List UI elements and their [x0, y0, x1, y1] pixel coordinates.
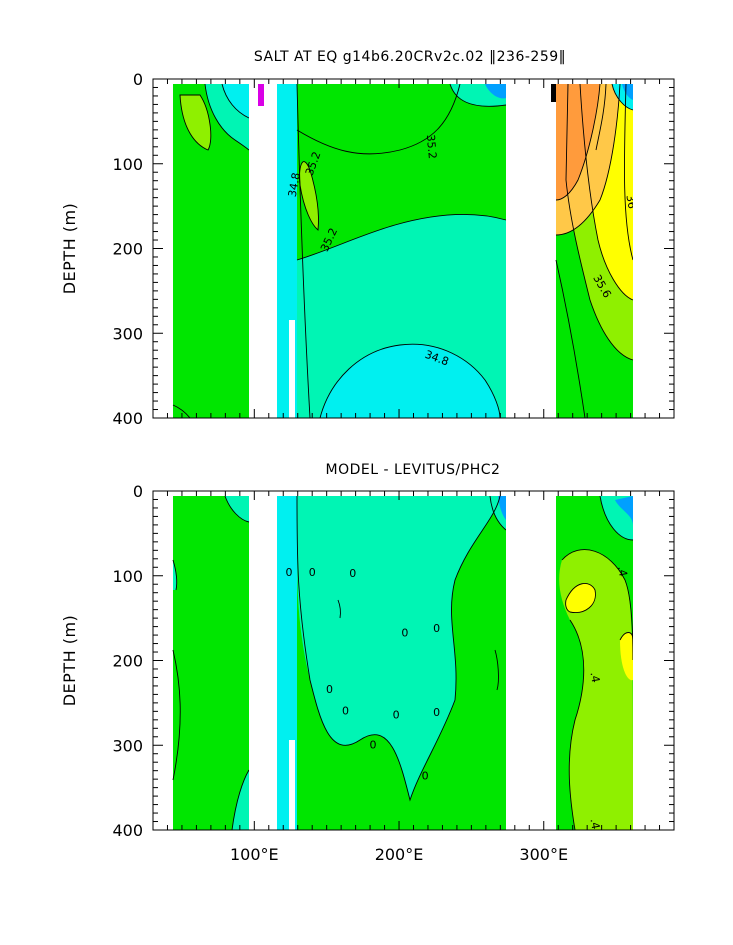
bottom-contour-label: .4: [588, 818, 603, 831]
salinity-panel: SALT AT EQ g14b6.20CRv2c.02 ‖236-259‖: [172, 49, 639, 418]
bottom-contour-label: 0: [309, 566, 316, 579]
bottom-contour-label: .4: [615, 565, 630, 578]
x-tick-label: 100°E: [230, 845, 279, 864]
top-region-west-lgreen: [180, 95, 211, 150]
bottom-panel-title: MODEL - LEVITUS/PHC2: [326, 462, 501, 478]
bot-region-east-yellow: [565, 583, 596, 613]
bottom-contour-label: 0: [326, 683, 333, 696]
bottom-y-tick-label: 400: [112, 821, 143, 840]
top-panel-title: SALT AT EQ g14b6.20CRv2c.02 ‖236-259‖: [254, 49, 566, 65]
bottom-contour-label: 0: [422, 770, 429, 783]
top-y-tick-label: 400: [112, 409, 143, 428]
top-region-west-fresh: [222, 84, 249, 118]
bot-region-central-zero: [297, 496, 500, 800]
top-region-central-fresh: [320, 344, 500, 418]
bottom-contour-label: 0: [349, 567, 356, 580]
bottom-contour-label: 0: [401, 626, 408, 639]
bottom-field: [172, 495, 634, 830]
bottom-contour-label: 0: [393, 709, 400, 722]
top-y-tick-label: 300: [112, 324, 143, 343]
top-y-tick-label: 200: [112, 240, 143, 259]
bot-region-west: [173, 496, 249, 830]
x-tick-label: 300°E: [519, 845, 568, 864]
bottom-y-tick-label: 0: [133, 482, 143, 501]
land-masks: [249, 84, 648, 830]
bottom-contour-label: .4: [588, 671, 603, 684]
top-region-magenta: [258, 84, 264, 106]
top-field: [172, 83, 634, 418]
x-tick-label: 200°E: [375, 845, 424, 864]
top-region-central-lgreen: [299, 161, 319, 230]
bottom-y-axis-label: DEPTH (m): [60, 615, 79, 707]
bottom-contour-label: 0: [342, 704, 349, 717]
bottom-contour-label: 0: [433, 622, 440, 635]
bot-region-east-lgreen: [559, 549, 633, 830]
difference-panel: MODEL - LEVITUS/PHC2: [172, 462, 634, 831]
top-y-axis-label: DEPTH (m): [60, 203, 79, 295]
top-y-tick-label: 0: [133, 70, 143, 89]
bottom-y-tick-label: 200: [112, 652, 143, 671]
bottom-contour-label: 0: [369, 738, 376, 751]
top-y-tick-label: 100: [112, 155, 143, 174]
bottom-contour-label: 0: [286, 566, 293, 579]
bottom-y-tick-label: 100: [112, 567, 143, 586]
bottom-contour-label: 0: [433, 706, 440, 719]
bottom-y-tick-label: 300: [112, 736, 143, 755]
top-contour-label: 34.8: [286, 172, 303, 198]
top-contour-label: 35.2: [424, 134, 439, 160]
